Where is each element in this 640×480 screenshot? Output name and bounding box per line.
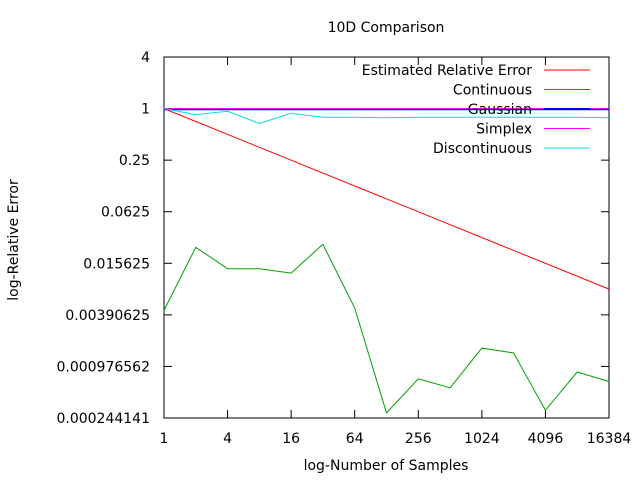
legend-label-gaussian: Gaussian [468, 102, 532, 118]
y-axis: 4 1 0.25 0.0625 0.015625 0.00390625 0.00097656… [56, 50, 609, 427]
x-tick-label: 16384 [587, 431, 632, 447]
plot-border [163, 56, 610, 419]
y-tick-label: 0.015625 [83, 256, 150, 272]
chart-title: 10D Comparison [328, 20, 445, 36]
series-line-estimated-relative-error [163, 108, 610, 290]
y-tick-label: 0.000244141 [56, 411, 150, 427]
x-tick-label: 256 [405, 431, 432, 447]
x-tick-label: 64 [346, 431, 364, 447]
plot-frame [163, 56, 610, 419]
legend-label-continuous: Continuous [453, 83, 532, 99]
y-tick-label: 0.00390625 [65, 308, 150, 324]
y-tick-label: 0.000976562 [56, 359, 150, 375]
x-axis-label: log-Number of Samples [304, 458, 469, 474]
y-tick-label: 1 [141, 102, 150, 118]
x-tick-label: 4 [223, 431, 232, 447]
x-axis: 1 4 16 64 256 1024 4096 16384 [160, 57, 632, 447]
y-axis-label: log-Relative Error [6, 179, 22, 301]
legend-label-simplex: Simplex [476, 122, 532, 138]
x-tick-label: 1 [160, 431, 169, 447]
x-tick-label: 1024 [464, 431, 500, 447]
y-tick-label: 4 [141, 50, 150, 66]
series-layer [163, 108, 610, 414]
x-tick-label: 4096 [528, 431, 564, 447]
series-line-continuous [163, 243, 610, 414]
x-tick-label: 16 [282, 431, 300, 447]
y-tick-label: 0.25 [119, 153, 150, 169]
legend-label-estimated-relative-error: Estimated Relative Error [362, 63, 532, 79]
legend: Estimated Relative Error Continuous Gaussi… [362, 63, 590, 157]
legend-label-discontinuous: Discontinuous [433, 141, 532, 157]
series-line-discontinuous [163, 108, 610, 125]
y-tick-label: 0.0625 [101, 205, 150, 221]
